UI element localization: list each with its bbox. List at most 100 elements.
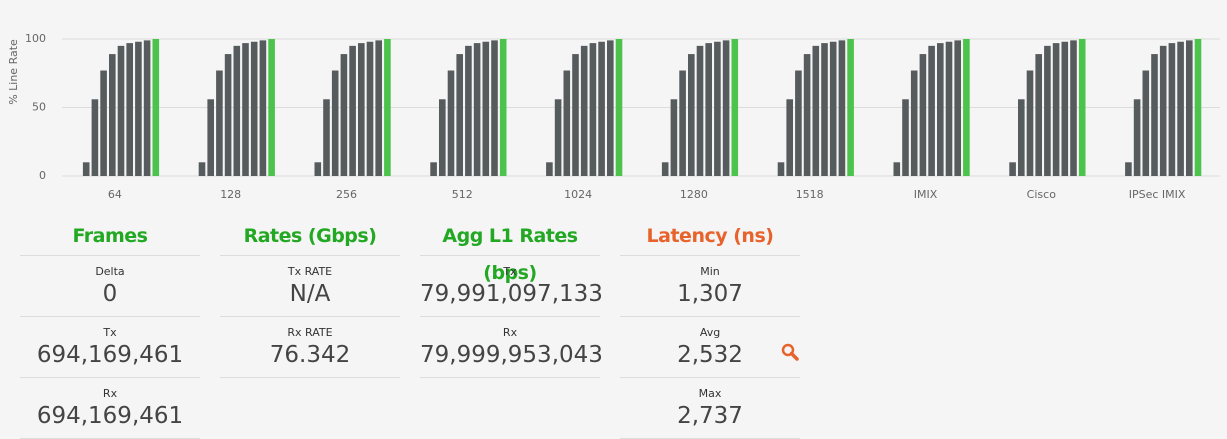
stat-row: Tx 694,169,461 — [20, 317, 200, 378]
bar — [117, 45, 125, 176]
y-tick-label: 100 — [25, 32, 46, 45]
bar — [954, 40, 961, 177]
stat-row: Rx 79,999,953,043 — [420, 317, 603, 378]
bar — [777, 162, 785, 176]
bar — [91, 99, 99, 176]
x-tick-label: Cisco — [1027, 188, 1057, 201]
x-tick-label: 128 — [220, 188, 241, 201]
bar — [714, 41, 721, 176]
bar — [1078, 39, 1086, 176]
bar — [268, 39, 275, 176]
stat-label: Rx — [502, 326, 518, 339]
bar — [384, 39, 391, 176]
bar — [1151, 54, 1158, 176]
stat-value: 79,991,097,133 — [420, 281, 603, 307]
bar — [893, 162, 901, 176]
stat-label: Tx RATE — [287, 265, 333, 278]
bar — [465, 45, 472, 176]
bar — [430, 162, 437, 176]
bar — [661, 162, 669, 176]
bar — [358, 43, 365, 176]
stat-panel: Frames Delta 0 Tx 694,169,461 Rx 694,169,461 — [20, 218, 200, 439]
bar — [323, 99, 330, 176]
stat-label: Rx RATE — [287, 326, 333, 339]
bar — [847, 39, 854, 176]
bar — [607, 40, 614, 177]
bar — [1026, 70, 1034, 176]
x-tick-label: 1518 — [796, 188, 824, 201]
bar — [1168, 43, 1176, 176]
panel-title: Frames — [20, 218, 200, 256]
bar — [705, 43, 712, 176]
bar — [919, 54, 927, 176]
bar — [670, 99, 678, 176]
stat-label: Rx — [102, 387, 118, 400]
bar — [928, 45, 935, 176]
bar — [331, 70, 339, 176]
bar — [473, 43, 481, 176]
bar — [250, 41, 258, 176]
panel-title: Rates (Gbps) — [220, 218, 400, 256]
stat-row: Tx 79,991,097,133 — [420, 256, 603, 317]
bar — [456, 54, 463, 176]
y-axis-label: % Line Rate — [7, 39, 20, 105]
bar — [1125, 162, 1132, 176]
bar — [572, 54, 579, 176]
bar — [143, 40, 151, 177]
bar — [340, 54, 348, 176]
stat-label: Tx — [503, 265, 517, 278]
bar — [1133, 99, 1141, 176]
panel-title: Agg L1 Rates (bps) — [420, 218, 600, 284]
bar — [838, 40, 846, 177]
bar — [554, 99, 562, 176]
stat-value: N/A — [289, 281, 331, 307]
x-tick-label: IPSec IMIX — [1129, 188, 1186, 201]
bar — [821, 43, 828, 176]
stat-value: 1,307 — [677, 281, 743, 307]
bar — [688, 54, 695, 176]
x-tick-label: 1280 — [680, 188, 708, 201]
bar — [447, 70, 455, 176]
bar — [812, 45, 820, 176]
bar — [366, 41, 374, 176]
bar — [233, 45, 241, 176]
bar — [803, 54, 811, 176]
bar — [696, 45, 704, 176]
bar — [1159, 45, 1167, 176]
stat-row: Rx 694,169,461 — [20, 378, 200, 439]
chart: % Line Rate 0 50 100 64 128 256 512 1024 1280 151… — [7, 32, 1220, 201]
bar — [109, 54, 116, 176]
stat-value: 2,737 — [677, 403, 743, 429]
bar — [259, 40, 267, 177]
bar — [1070, 40, 1077, 177]
bar — [482, 41, 490, 176]
stat-row: Max 2,737 — [620, 378, 800, 439]
bar — [829, 41, 837, 176]
stat-value: 76.342 — [269, 342, 351, 368]
bar — [349, 45, 356, 176]
bar — [216, 70, 223, 176]
y-tick-label: 50 — [32, 101, 46, 114]
stat-row: Tx RATE N/A — [220, 256, 400, 317]
bar — [135, 41, 142, 176]
bar — [491, 40, 498, 177]
x-tick-label: 64 — [108, 188, 122, 201]
stat-row: Rx RATE 76.342 — [220, 317, 400, 378]
x-tick-label: IMIX — [914, 188, 938, 201]
bar — [902, 99, 909, 176]
bar — [546, 162, 553, 176]
search-icon[interactable] — [781, 343, 801, 363]
bar — [126, 43, 133, 176]
bar — [1142, 70, 1150, 176]
bar — [945, 41, 953, 176]
bar — [1044, 45, 1051, 176]
bar — [722, 40, 730, 177]
stat-row: Delta 0 — [20, 256, 200, 317]
stat-value: 694,169,461 — [36, 403, 184, 429]
bar — [1177, 41, 1184, 176]
stat-row: Avg 2,532 — [620, 317, 800, 378]
stat-label: Delta — [95, 265, 125, 278]
bar — [1194, 39, 1202, 176]
bar — [963, 39, 970, 176]
